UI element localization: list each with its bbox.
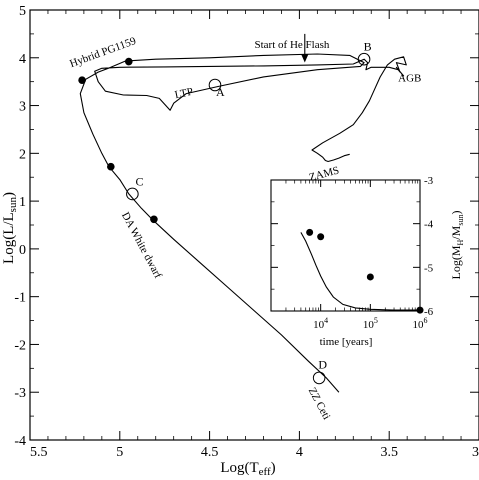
main-y-tick-label: 5 — [19, 4, 26, 19]
main-marker-label: B — [364, 40, 372, 54]
main-data-point — [150, 215, 158, 224]
main-y-tick-label: 0 — [19, 243, 26, 258]
inset-y-tick-label: -6 — [424, 306, 434, 318]
main-x-tick-label: 4 — [296, 445, 303, 460]
main-data-points — [78, 57, 158, 224]
main-marker-label: C — [136, 174, 144, 188]
inset-plot: 104 105 106 -6 -5 -4 -3 time [years] Log(MH/M… — [270, 175, 465, 348]
main-x-axis: 5.5 5 4.5 4 3.5 3 — [29, 10, 479, 460]
main-y-tick-label: -1 — [14, 291, 26, 306]
inset-data-point — [306, 228, 314, 236]
main-x-tick-label: 4.5 — [201, 445, 219, 460]
main-y-tick-label: 3 — [19, 100, 26, 115]
main-annotation: AGB — [398, 73, 421, 85]
main-open-markers: A B C D — [126, 40, 372, 385]
inset-y-tick-label: -5 — [424, 262, 434, 274]
main-y-axis-label: Log(L/Lsun) — [1, 192, 19, 264]
inset-y-tick-label: -3 — [424, 175, 434, 187]
main-open-marker — [357, 52, 371, 66]
inset-hydrogen-mass-curve — [300, 232, 420, 311]
inset-y-tick-label: -4 — [424, 219, 434, 231]
main-data-point — [124, 57, 133, 66]
inset-y-axis: -6 -5 -4 -3 — [271, 175, 434, 318]
main-x-tick-label: 5 — [116, 445, 123, 460]
he-flash-arrow-head — [301, 54, 309, 63]
inset-x-tick-label: 105 — [363, 316, 378, 331]
main-y-tick-label: 4 — [19, 52, 26, 67]
main-x-tick-label: 5.5 — [30, 445, 48, 460]
main-x-axis-label: Log(Teff) — [220, 460, 275, 478]
main-y-axis: -4 -3 -2 -1 0 1 2 3 4 5 — [14, 4, 479, 449]
inset-x-tick-label: 104 — [313, 316, 328, 331]
main-y-tick-label: -2 — [14, 338, 26, 353]
main-annotation: LTP — [174, 86, 195, 102]
main-y-tick-label: 1 — [19, 195, 26, 210]
main-open-marker — [126, 187, 139, 201]
inset-x-axis: 104 105 106 — [285, 180, 428, 331]
main-data-point — [107, 162, 115, 171]
inset-data-point — [366, 273, 374, 281]
inset-data-points — [306, 228, 424, 314]
main-marker-label: D — [318, 357, 327, 371]
main-y-tick-label: 2 — [19, 147, 26, 162]
inset-x-axis-label: time [years] — [320, 336, 373, 348]
inset-y-axis-label: Log(MH/Msun) — [449, 211, 465, 280]
inset-data-point — [317, 233, 325, 241]
main-data-point — [78, 76, 86, 85]
main-y-tick-label: -4 — [14, 434, 26, 449]
evolutionary-track-line — [79, 53, 407, 393]
main-x-tick-label: 3.5 — [380, 445, 398, 460]
main-open-marker — [208, 78, 222, 92]
main-marker-label: A — [216, 85, 225, 99]
inset-data-point — [416, 306, 424, 314]
inset-x-tick-label: 106 — [413, 316, 428, 331]
main-annotation: ZZ Ceti — [306, 386, 333, 422]
main-open-marker — [312, 371, 326, 385]
main-y-tick-label: -3 — [14, 386, 26, 401]
main-x-tick-label: 3 — [472, 445, 479, 460]
main-annotation: Start of He Flash — [255, 39, 330, 51]
inset-plot-frame — [270, 179, 421, 312]
